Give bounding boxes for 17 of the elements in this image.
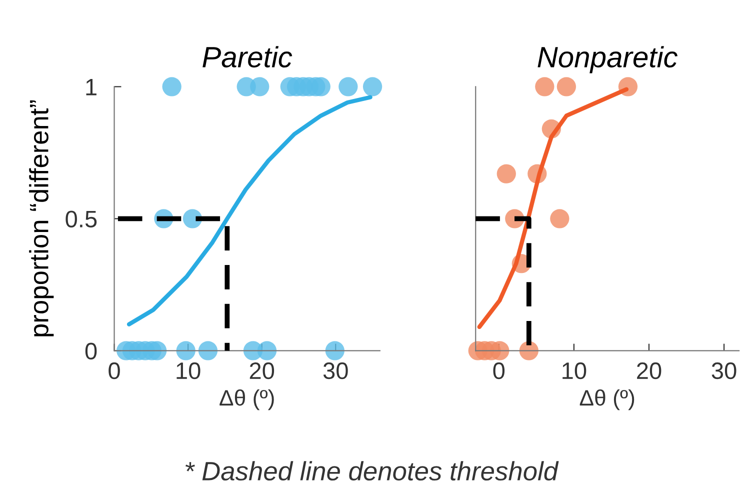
chart-title: Nonparetic [538,46,678,74]
x-tick-label: 10 [176,362,200,380]
x-tick-label: 10 [562,362,586,380]
x-tick-label: 20 [250,362,274,380]
x-tick-label: 30 [323,362,348,380]
chart-title: Paretic [202,46,292,68]
x-axis-title: Δθ (º) [580,389,634,410]
x-tick-label: 0 [108,362,120,380]
x-tick-label: 0 [493,362,505,380]
y-tick-label: 0.5 [66,210,97,228]
y-axis-title: proportion “different” [29,100,54,336]
y-tick-label: 1 [86,78,96,96]
x-tick-label: 30 [712,362,736,380]
text: * Dashed line denotes threshold [186,461,559,481]
x-tick-label: 20 [637,362,662,380]
x-axis-title: Δθ (º) [220,389,274,410]
y-tick-label: 0 [85,342,97,360]
